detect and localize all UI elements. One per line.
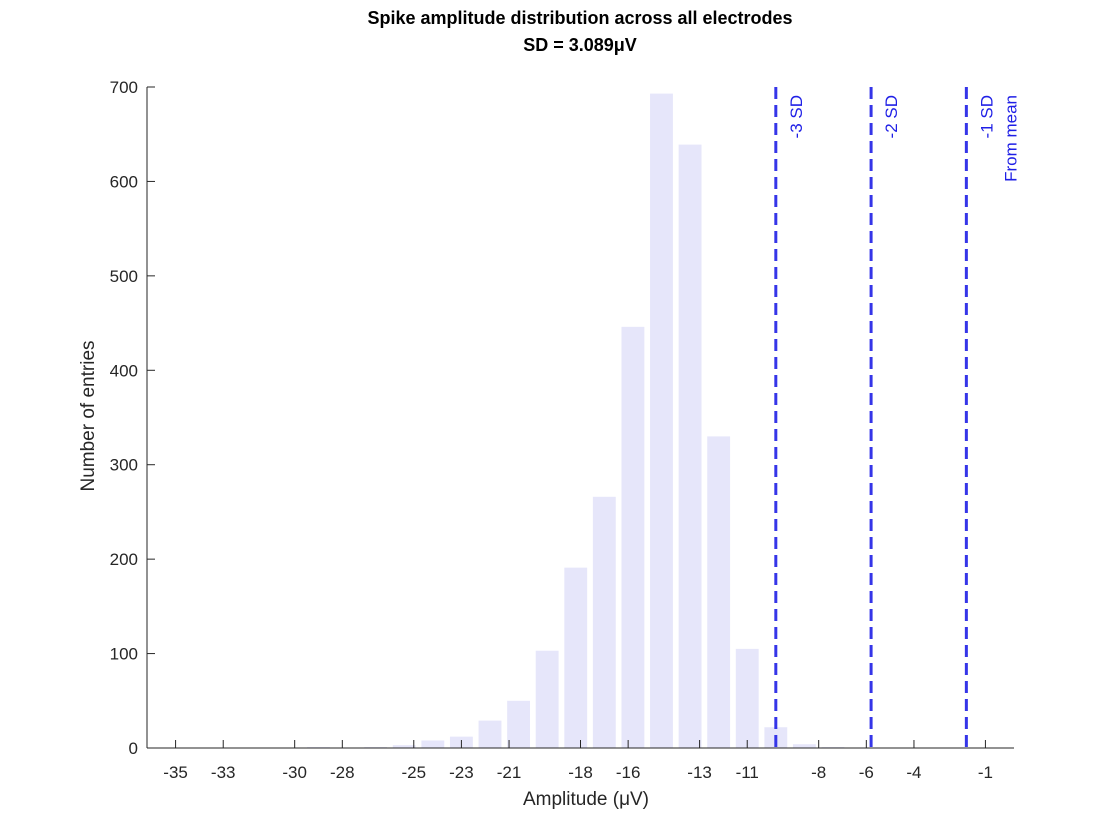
y-tick-label: 0 bbox=[129, 739, 138, 758]
y-tick-label: 200 bbox=[110, 550, 138, 569]
x-tick-label: -23 bbox=[449, 763, 474, 782]
x-tick-label: -35 bbox=[163, 763, 188, 782]
reference-lines-group: -3 SD -2 SD -1 SD From mean bbox=[774, 87, 1020, 748]
y-tick-label: 100 bbox=[110, 645, 138, 664]
sd-reference-label: -3 SD bbox=[787, 95, 806, 138]
histogram-bar bbox=[621, 326, 645, 748]
x-tick-label: -16 bbox=[616, 763, 641, 782]
sd-reference-label: -1 SD bbox=[977, 95, 996, 138]
histogram-bar bbox=[535, 650, 559, 748]
x-tick-label: -30 bbox=[282, 763, 307, 782]
histogram-bar bbox=[707, 436, 731, 748]
x-tick-label: -8 bbox=[811, 763, 826, 782]
histogram-bar bbox=[735, 648, 759, 748]
x-ticks-group: -35 -33 -30 -28 -25 -23 -21 -18 -16 -13 -11 -8 -6 -4 -… bbox=[163, 740, 993, 782]
x-tick-label: -28 bbox=[330, 763, 355, 782]
x-tick-label: -4 bbox=[906, 763, 921, 782]
histogram-bar bbox=[792, 744, 816, 748]
x-tick-label: -6 bbox=[859, 763, 874, 782]
y-ticks-group: 0 100 200 300 400 500 600 700 bbox=[110, 78, 155, 758]
y-tick-label: 300 bbox=[110, 456, 138, 475]
bars-group bbox=[307, 93, 845, 749]
histogram-bar bbox=[478, 720, 502, 748]
x-tick-label: -18 bbox=[568, 763, 593, 782]
y-tick-label: 400 bbox=[110, 361, 138, 380]
histogram-bar bbox=[421, 740, 445, 748]
x-tick-label: -13 bbox=[687, 763, 712, 782]
y-tick-label: 500 bbox=[110, 267, 138, 286]
histogram-bar bbox=[392, 745, 416, 748]
chart-title: Spike amplitude distribution across all … bbox=[367, 8, 792, 28]
y-axis-label: Number of entries bbox=[78, 340, 99, 491]
histogram-bar bbox=[678, 144, 702, 748]
x-tick-label: -25 bbox=[401, 763, 426, 782]
x-axis-label: Amplitude (μV) bbox=[523, 789, 649, 810]
x-tick-label: -11 bbox=[736, 763, 759, 782]
sd-reference-label: -2 SD bbox=[882, 95, 901, 138]
y-tick-label: 600 bbox=[110, 172, 138, 191]
histogram-bar bbox=[507, 700, 531, 748]
y-tick-label: 700 bbox=[110, 78, 138, 97]
x-tick-label: -21 bbox=[497, 763, 522, 782]
histogram-bar bbox=[592, 496, 616, 748]
x-tick-label: -1 bbox=[978, 763, 993, 782]
histogram-bar bbox=[650, 93, 673, 749]
x-tick-label: -33 bbox=[211, 763, 236, 782]
chart-subtitle: SD = 3.089μV bbox=[523, 35, 637, 55]
from-mean-label: From mean bbox=[1001, 95, 1020, 182]
histogram-bar bbox=[564, 567, 588, 748]
